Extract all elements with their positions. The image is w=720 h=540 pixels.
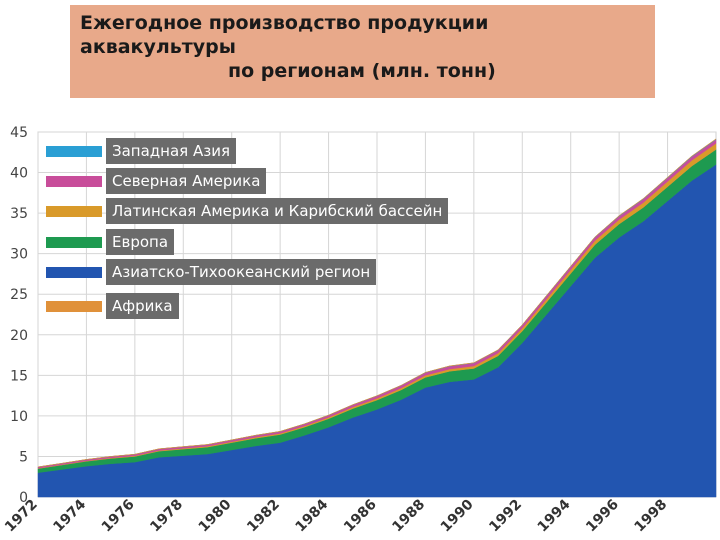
x-tick-label: 1988 (389, 497, 428, 536)
x-axis: 1972 1974 1976 1978 1980 1982 1984 1986 1988 1990… (2, 496, 670, 535)
legend-swatch (46, 146, 102, 157)
legend-swatch (46, 176, 102, 187)
x-tick-label: 1998 (632, 497, 671, 536)
x-tick-label: 1996 (583, 497, 622, 536)
legend-swatches (46, 146, 102, 312)
x-tick-label: 1980 (196, 496, 235, 535)
y-tick-label: 30 (10, 247, 28, 263)
legend-swatch (46, 206, 102, 217)
y-axis: 0 5 10 15 20 25 30 35 40 45 (10, 125, 28, 506)
y-tick-label: 35 (10, 206, 28, 222)
y-tick-label: 15 (10, 368, 28, 384)
legend-swatch (46, 267, 102, 278)
legend-label: Европа (106, 229, 175, 255)
y-tick-label: 40 (10, 166, 28, 182)
y-tick-label: 10 (10, 409, 28, 425)
x-tick-label: 1994 (535, 496, 574, 535)
legend-label: Азиатско-Тихоокеанский регион (106, 259, 377, 285)
y-tick-label: 0 (19, 490, 28, 506)
title-line-3: по регионам (млн. тонн) (228, 60, 496, 82)
chart-title: Ежегодное производство продукции аквакул… (70, 5, 655, 98)
legend-swatch (46, 301, 102, 312)
y-tick-label: 20 (10, 328, 28, 344)
y-tick-label: 5 (19, 449, 28, 465)
legend-label: Северная Америка (106, 168, 267, 194)
legend-swatch (46, 237, 102, 248)
area-series-5 (37, 138, 717, 468)
legend-label: Латинская Америка и Карибский бассейн (106, 198, 449, 224)
x-tick-label: 1986 (341, 497, 380, 536)
legend-label: Африка (106, 293, 179, 319)
area-series-group (37, 138, 717, 498)
x-tick-label: 1974 (50, 496, 89, 535)
legend-label: Западная Азия (106, 138, 236, 164)
x-tick-label: 1976 (99, 497, 138, 536)
x-tick-label: 1984 (293, 496, 332, 535)
x-tick-label: 1992 (486, 497, 525, 536)
y-tick-label: 25 (10, 287, 28, 303)
y-tick-label: 45 (10, 125, 28, 141)
x-tick-label: 1982 (244, 497, 283, 536)
x-tick-label: 1978 (147, 497, 186, 536)
title-line-2: аквакультуры (80, 36, 236, 58)
x-tick-label: 1990 (438, 496, 477, 535)
title-line-1: Ежегодное производство продукции (80, 12, 489, 34)
